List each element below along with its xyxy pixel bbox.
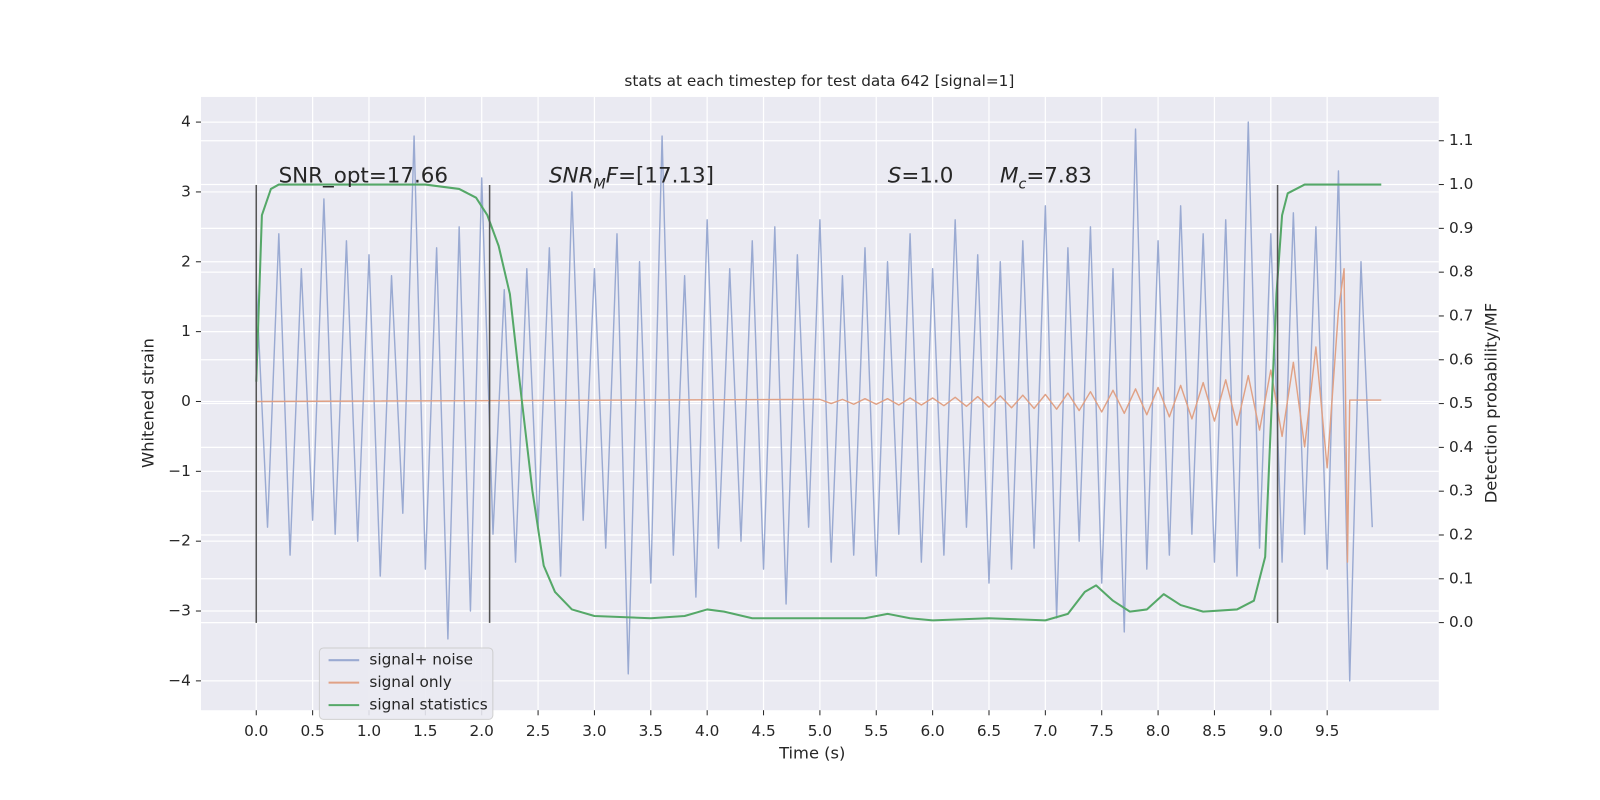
x-tick-label: 0.5 [300, 722, 324, 740]
x-tick-label: 7.5 [1090, 722, 1114, 740]
y2-tick-label: 0.7 [1449, 306, 1473, 324]
x-tick-label: 4.5 [751, 722, 775, 740]
x-tick-label: 3.5 [639, 722, 663, 740]
annotation-part: M [593, 177, 605, 193]
legend-label: signal+ noise [369, 651, 473, 669]
y-tick-label: 2 [181, 252, 191, 270]
y-tick-label: 1 [181, 322, 191, 340]
annotation-part: F [606, 164, 619, 189]
x-tick-label: 5.0 [808, 722, 832, 740]
y-tick-label: −4 [168, 671, 191, 689]
y2-tick-label: 0.3 [1449, 482, 1473, 500]
y2-tick-label: 0.1 [1449, 569, 1473, 587]
y-tick-label: −3 [168, 602, 191, 620]
annotation-part: =1.0 [901, 164, 953, 189]
x-tick-label: 1.0 [357, 722, 381, 740]
annotation-part: =7.83 [1026, 164, 1092, 189]
x-tick-label: 8.5 [1202, 722, 1226, 740]
x-tick-label: 5.5 [864, 722, 888, 740]
annotation: SNR_opt=17.66 [279, 164, 448, 189]
y2-tick-label: 0.0 [1449, 613, 1473, 631]
legend: signal+ noise signal only signal statistic… [318, 647, 494, 720]
annotation-part: SNR_opt=17.66 [279, 164, 448, 189]
annotation-part: =[17.13] [618, 164, 714, 189]
x-tick-label: 6.0 [920, 722, 944, 740]
annotation-part: M [1000, 164, 1018, 189]
x-tick-label: 6.5 [977, 722, 1001, 740]
y2-axis-label: Detection probability/MF [1481, 303, 1500, 503]
y-tick-label: −1 [168, 462, 191, 480]
y2-tick-label: 0.9 [1449, 219, 1473, 237]
legend-label: signal statistics [369, 696, 487, 714]
annotation-part: SNR [549, 164, 593, 189]
legend-box [318, 647, 494, 720]
y-tick-label: 3 [181, 182, 191, 200]
y2-tick-label: 0.2 [1449, 525, 1473, 543]
y-axis-label: Whitened strain [138, 338, 157, 468]
legend-label: signal only [369, 673, 451, 691]
series-line [255, 121, 1373, 682]
series-line [255, 183, 1382, 622]
x-tick-label: 4.0 [695, 722, 719, 740]
chart-title: stats at each timestep for test data 642… [624, 72, 1014, 90]
y-tick-label: 4 [181, 113, 191, 131]
annotation: Mc=7.83 [1000, 164, 1092, 193]
annotation: SNRMF=[17.13] [549, 164, 714, 193]
x-tick-label: 9.5 [1315, 722, 1339, 740]
y-tick-label: 0 [181, 392, 191, 410]
annotation-part: S [888, 164, 902, 189]
x-axis-label: Time (s) [778, 744, 845, 763]
x-tick-label: 7.0 [1033, 722, 1057, 740]
annotation-part: c [1018, 177, 1026, 193]
series-line [256, 268, 1382, 563]
y2-tick-label: 0.5 [1449, 394, 1473, 412]
y-tick-label: −2 [168, 532, 191, 550]
y2-tick-label: 1.1 [1449, 131, 1473, 149]
y2-tick-label: 1.0 [1449, 175, 1473, 193]
annotation: S=1.0 [888, 164, 954, 189]
x-tick-label: 2.0 [470, 722, 494, 740]
x-tick-label: 1.5 [413, 722, 437, 740]
x-tick-label: 9.0 [1259, 722, 1283, 740]
x-tick-label: 8.0 [1146, 722, 1170, 740]
y2-tick-label: 0.8 [1449, 263, 1473, 281]
x-tick-label: 2.5 [526, 722, 550, 740]
y2-tick-label: 0.6 [1449, 350, 1473, 368]
x-tick-label: 3.0 [582, 722, 606, 740]
x-tick-label: 0.0 [244, 722, 268, 740]
y2-tick-label: 0.4 [1449, 438, 1473, 456]
